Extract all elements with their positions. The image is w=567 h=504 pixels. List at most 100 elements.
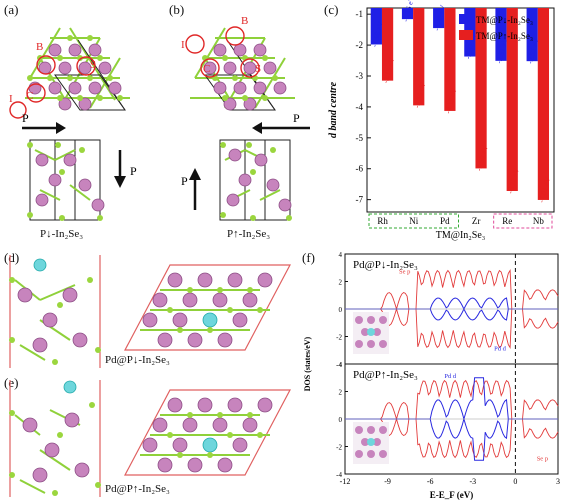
y-tick-label: -2: [336, 334, 342, 342]
site-label-b2: B: [241, 15, 248, 27]
bar-pd-up: [444, 8, 456, 111]
y-tick-label: -5: [356, 133, 364, 143]
bar-re-down: [495, 8, 507, 61]
pd-atom: [33, 258, 47, 272]
legend-label: TM@P↑-In₂Se₃: [476, 31, 533, 41]
se-p-dos-up: [345, 269, 559, 311]
panel-e-structure: [9, 380, 291, 497]
dos-subplot-title: Pd@P↓-In₂Se₃: [353, 259, 418, 271]
bar-zr-up: [475, 8, 487, 169]
bar-re-up: [506, 8, 518, 191]
y-tick-label: -4: [336, 471, 342, 479]
svg-text:P: P: [181, 174, 188, 188]
bar-nb-up: [537, 8, 550, 200]
x-tick-label: -12: [340, 477, 351, 486]
inset-atom: [379, 426, 387, 434]
pd-d-dos-up: [345, 297, 558, 311]
x-axis-label: E-E_F (eV): [430, 490, 473, 500]
y-tick-label: 2: [339, 279, 343, 287]
inset-pd-atom: [367, 438, 375, 446]
inset-pd-atom: [367, 328, 375, 336]
panel-d: (d) Pd@P↓-In₂Se₃: [0, 250, 300, 375]
pd-atom-e: [63, 380, 77, 394]
bar-rh-up: [381, 8, 394, 81]
svg-text:P: P: [130, 164, 137, 178]
inset-atom: [373, 438, 381, 446]
y-tick-label: 2: [339, 389, 343, 397]
series-label: Se p: [537, 455, 548, 462]
polarization-label-a: P: [22, 111, 29, 125]
y-tick-label: -4: [356, 102, 364, 112]
panel-c: (c) -1 -2 -3 -4 -5 -6 -7 -1.98 eV -3.15 eV Rh -1.1…: [322, 0, 567, 250]
svg-text:P: P: [293, 111, 300, 125]
inset-atom: [379, 316, 387, 324]
x-tick-label: Re: [502, 216, 512, 226]
dos-subplot-title: Pd@P↑-In₂Se₃: [353, 369, 418, 381]
bar-rh-down: [370, 8, 382, 45]
y-tick-label: -2: [336, 444, 342, 452]
y-tick-label: -1: [356, 9, 364, 19]
inset-atom: [361, 438, 369, 446]
panel-f-label: (f): [302, 250, 315, 265]
y-axis-label: DOS (states/eV): [303, 336, 312, 391]
y-axis-label: d band centre: [328, 81, 339, 138]
legend-label: TM@P↓-In₂Se₃: [476, 15, 533, 25]
site-label-c: C: [26, 90, 33, 102]
panel-e-caption: Pd@P↑-In₂Se₃: [105, 483, 170, 495]
bar-ni-up: [413, 8, 425, 106]
inset-atom: [361, 328, 369, 336]
y-tick-label: 0: [339, 416, 343, 424]
panel-a-structure: B S I C P P: [9, 27, 137, 221]
site-label-s2: S: [255, 63, 261, 75]
inset-atom: [355, 340, 363, 348]
panel-c-label: (c): [324, 2, 339, 17]
bar-nb-down: [526, 8, 538, 62]
panel-e-label: (e): [4, 375, 19, 390]
x-tick-label: Rh: [377, 216, 388, 226]
site-label-i2: I: [181, 39, 185, 51]
bar-ni-down: [401, 8, 414, 20]
site-label-s: S: [90, 59, 96, 71]
inset-atom: [367, 340, 375, 348]
site-label-i: I: [9, 93, 13, 105]
y-tick-label: -6: [356, 164, 364, 174]
x-axis-label: TM@In₂Se₃: [436, 230, 486, 241]
panel-a: (a) B S I: [0, 0, 150, 250]
y-tick-label: 4: [339, 251, 343, 259]
inset-atom: [367, 426, 375, 434]
series-label: Se p: [399, 268, 410, 275]
panel-b: (b) B I C S: [165, 0, 315, 250]
y-tick-label: -4: [336, 361, 342, 369]
inset-atom: [367, 450, 375, 458]
inset-atom: [355, 316, 363, 324]
x-tick-label: -6: [427, 477, 434, 486]
site-label-c2: C: [203, 63, 210, 75]
x-tick-label: Zr: [472, 216, 481, 226]
panel-e: (e) Pd@P↑-In₂Se₃: [0, 375, 300, 504]
series-label: Pd d: [494, 345, 506, 352]
pd-d-dos-up: [345, 377, 558, 421]
x-tick-label: Ni: [409, 216, 418, 226]
y-tick-label: -3: [356, 71, 364, 81]
panel-d-caption: Pd@P↓-In₂Se₃: [105, 354, 170, 366]
y-tick-label: -2: [356, 40, 364, 50]
x-tick-label: 0: [513, 477, 517, 486]
panel-b-caption: P↑-In₂Se₃: [227, 228, 271, 240]
pd-atom-e-top: [202, 437, 218, 453]
inset-atom: [355, 450, 363, 458]
legend-swatch: [459, 30, 473, 40]
panel-f: (f) 4 2 0 -2 -4 Pd@P↓-In₂Se₃ Se p Pd d 4 2 0 -2 -4 Pd…: [300, 250, 567, 504]
inset-atom: [367, 316, 375, 324]
pd-atom-top: [202, 312, 218, 328]
inset-atom: [379, 340, 387, 348]
legend-swatch: [459, 14, 473, 24]
panel-b-label: (b): [169, 2, 185, 17]
bar-pd-down: [433, 8, 445, 29]
panel-d-label: (d): [4, 250, 20, 265]
site-label-b: B: [36, 41, 43, 53]
x-tick-label: Nb: [533, 216, 544, 226]
se-p-dos-up: [345, 379, 559, 421]
x-tick-label: -3: [469, 477, 476, 486]
